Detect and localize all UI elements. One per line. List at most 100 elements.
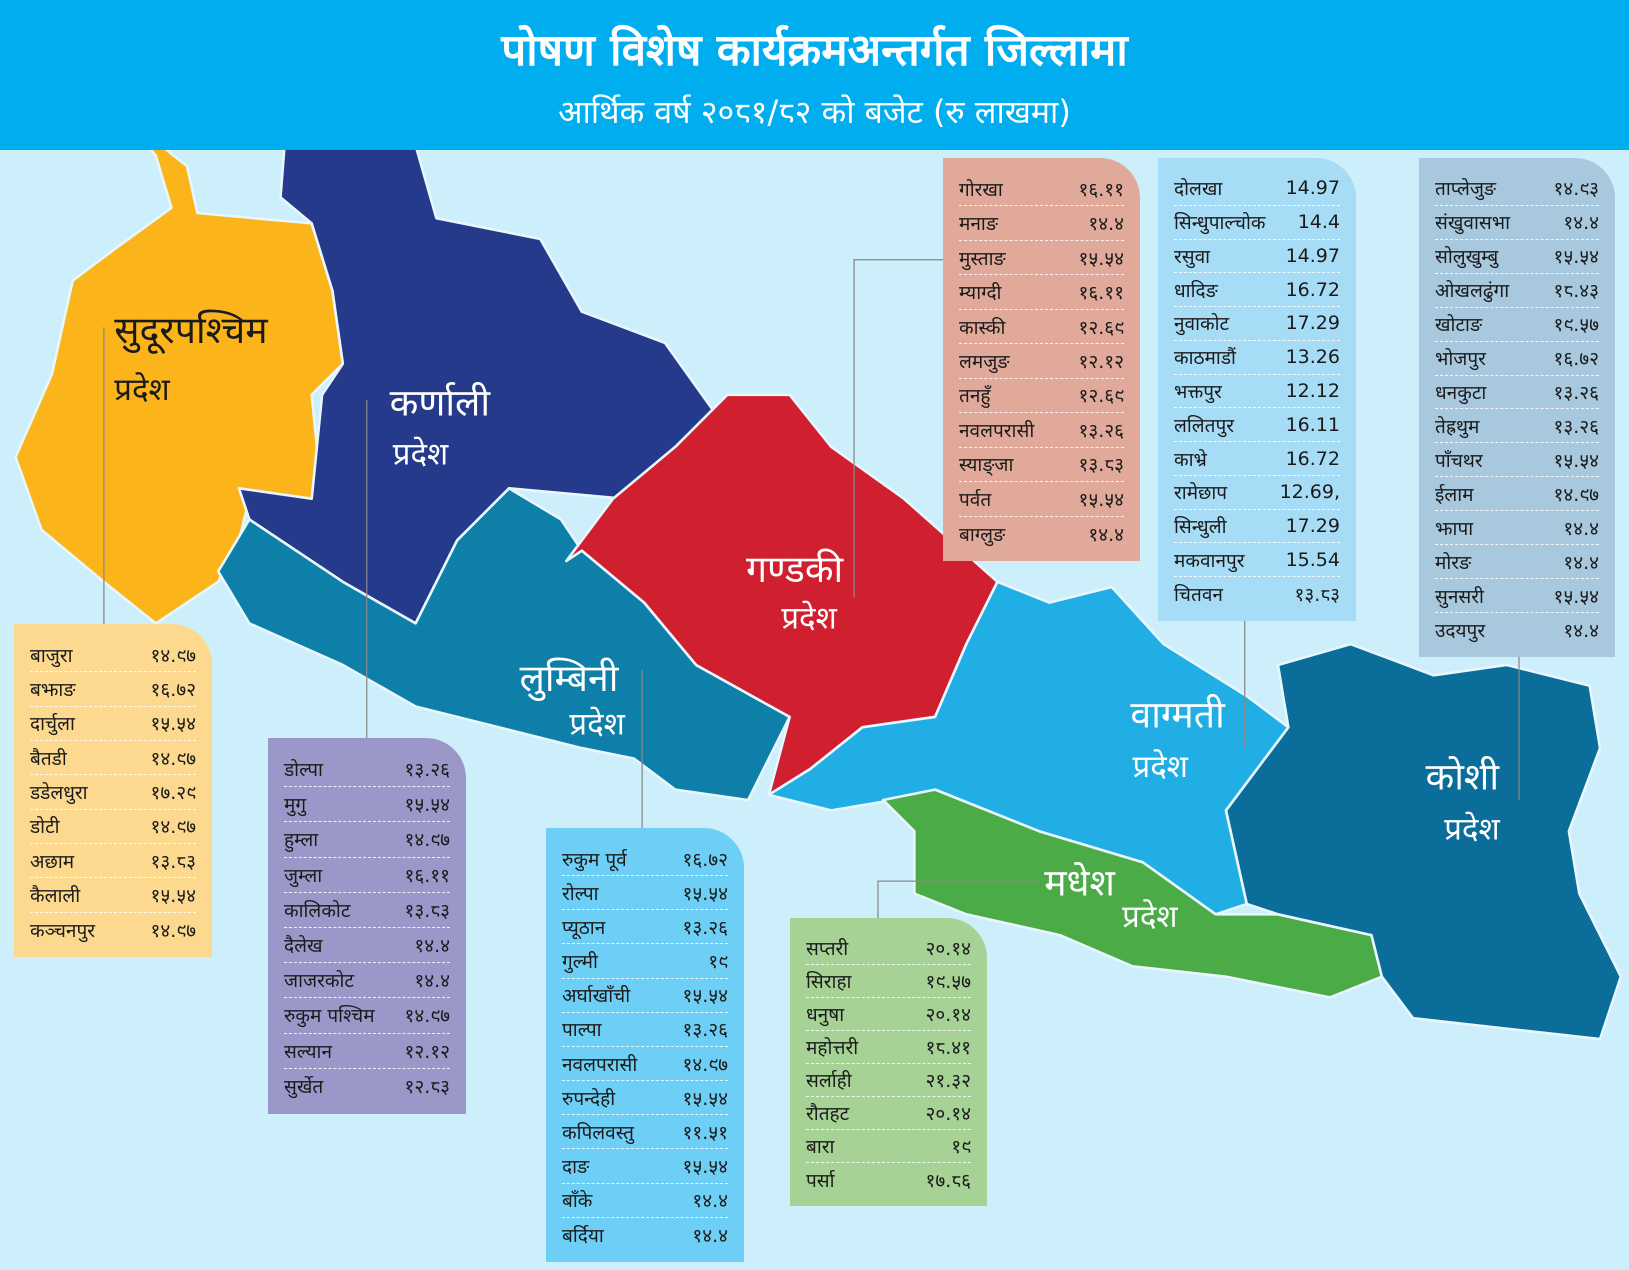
district-row: स्याङ्जा १३.८३ [959, 448, 1124, 483]
district-budget: १३.२६ [682, 916, 728, 939]
district-budget: १५.५४ [150, 884, 196, 907]
district-row: सिन्धुली 17.29 [1174, 510, 1340, 544]
district-row: दार्चुला १५.५४ [30, 707, 196, 741]
district-row: रुकुम पश्चिम १४.९७ [284, 998, 450, 1034]
district-budget: १३.८३ [150, 850, 196, 873]
district-name: मुगु [284, 794, 307, 817]
district-budget: १७.२९ [150, 781, 196, 804]
district-name: स्याङ्जा [959, 454, 1014, 477]
district-row: कास्की १२.६९ [959, 310, 1124, 345]
district-name: सिन्धुपाल्चोक [1174, 212, 1266, 235]
district-budget: १३.८३ [1078, 454, 1124, 477]
district-budget: १५.५४ [682, 1087, 728, 1110]
district-budget: १४.९७ [150, 747, 196, 770]
district-budget: १२.१२ [1078, 350, 1124, 373]
district-name: धनुषा [806, 1004, 845, 1026]
province-label: मधेशप्रदेश [1044, 861, 1178, 935]
district-row: मुस्ताङ १५.५४ [959, 241, 1124, 276]
district-row: म्याग्दी १६.११ [959, 275, 1124, 310]
district-budget: 14.97 [1285, 244, 1340, 267]
district-name: सुर्खेत [284, 1076, 324, 1099]
district-name: प्यूठान [562, 916, 606, 939]
district-row: बझाङ १६.७२ [30, 672, 196, 707]
district-budget: १५.५४ [404, 794, 450, 817]
district-budget: 15.54 [1285, 548, 1340, 571]
district-row: महोत्तरी १८.४१ [806, 1031, 971, 1064]
district-name: मुस्ताङ [959, 247, 1006, 270]
district-name: उदयपुर [1435, 619, 1486, 642]
district-name: कालिकोट [284, 899, 351, 922]
district-row: नुवाकोट 17.29 [1174, 307, 1340, 341]
district-name: पर्सा [806, 1169, 835, 1192]
district-name: नुवाकोट [1174, 313, 1230, 336]
district-name: रुपन्देही [562, 1087, 616, 1110]
district-row: बाजुरा १४.९७ [30, 638, 196, 673]
district-budget: १४.९३ [1553, 178, 1599, 201]
title: पोषण विशेष कार्यक्रमअन्तर्गत जिल्लामा [501, 25, 1128, 76]
district-row: उदयपुर १४.४ [1435, 613, 1599, 647]
district-row: दाङ १५.५४ [562, 1149, 728, 1184]
district-budget: १५.५४ [682, 1155, 728, 1178]
district-row: मुगु १५.५४ [284, 787, 450, 823]
district-name: ललितपुर [1174, 414, 1235, 437]
district-row: धनकुटा १३.२६ [1435, 376, 1599, 410]
district-name: हुम्ला [284, 829, 319, 852]
province-name: मधेश [1044, 861, 1115, 905]
district-budget: १६.११ [1078, 282, 1124, 305]
district-row: मनाङ १४.४ [959, 206, 1124, 241]
province-name: कोशी [1426, 755, 1501, 799]
district-row: रसुवा 14.97 [1174, 240, 1340, 274]
district-budget: १२.६९ [1078, 385, 1124, 408]
district-budget: १४.४ [692, 1224, 728, 1247]
district-budget: 12.12 [1285, 379, 1340, 402]
district-name: पर्वत [959, 488, 992, 511]
district-name: डोटी [30, 816, 60, 839]
district-budget: 16.11 [1285, 413, 1340, 436]
district-row: प्यूठान १३.२६ [562, 910, 728, 945]
district-row: रोल्पा १५.५४ [562, 876, 728, 911]
district-name: ओखलढुंगा [1435, 280, 1510, 303]
district-row: काभ्रे 16.72 [1174, 442, 1340, 476]
district-budget: १३.२६ [682, 1019, 728, 1042]
district-name: दोलखा [1174, 178, 1223, 201]
district-budget: १९.५७ [925, 971, 971, 993]
district-name: काठमाडौं [1174, 347, 1236, 370]
district-name: डोल्पा [284, 759, 323, 782]
district-budget: २१.३२ [925, 1070, 971, 1092]
district-row: ईलाम १४.९७ [1435, 477, 1599, 512]
district-name: चितवन [1174, 584, 1223, 607]
district-row: गोरखा १६.११ [959, 172, 1124, 207]
province-name: वाग्मती [1130, 692, 1226, 736]
district-name: रौतहट [806, 1103, 850, 1125]
district-budget: १५.५४ [1078, 488, 1124, 511]
district-budget: १५.५४ [150, 713, 196, 736]
district-row: कपिलवस्तु ११.५१ [562, 1115, 728, 1150]
province-label: प्रदेश [1133, 749, 1189, 785]
district-row: डोल्पा १३.२६ [284, 752, 450, 788]
district-row: सप्तरी २०.१४ [806, 932, 971, 965]
district-table: डोल्पा १३.२६ मुगु १५.५४ हुम्ला १४.९७ जुम्ला १६.… [268, 738, 466, 1114]
district-budget: १५.५४ [682, 882, 728, 905]
province-label: प्रदेश [1122, 899, 1178, 935]
district-row: जुम्ला १६.११ [284, 858, 450, 893]
province-label: कर्णाली प्रदेश [390, 381, 492, 473]
district-row: डोटी १४.९७ [30, 810, 196, 844]
district-row: झापा १४.४ [1435, 511, 1599, 546]
district-row: नवलपरासी १४.९७ [562, 1047, 728, 1082]
district-row: पाल्पा १३.२६ [562, 1013, 728, 1047]
district-name: धादिङ [1174, 279, 1218, 302]
subtitle: आर्थिक वर्ष २०८१/८२ को बजेट (रु लाखमा) [558, 93, 1071, 131]
district-row: कैलाली १५.५४ [30, 878, 196, 913]
district-budget: 17.29 [1285, 515, 1340, 538]
district-name: गोरखा [959, 178, 1003, 201]
district-name: तनहुँ [959, 385, 991, 408]
district-budget: 12.69, [1279, 481, 1340, 504]
district-budget: १२.६९ [1078, 316, 1124, 339]
district-name: संखुवासभा [1435, 212, 1510, 235]
district-table: रुकुम पूर्व १६.७२ रोल्पा १५.५४ प्यूठान १३.२६ ग… [546, 828, 744, 1262]
district-name: बाजुरा [30, 644, 73, 667]
district-budget: २०.१४ [925, 938, 971, 960]
district-budget: १४.९७ [1553, 483, 1599, 506]
district-row: कञ्चनपुर १४.९७ [30, 913, 196, 947]
